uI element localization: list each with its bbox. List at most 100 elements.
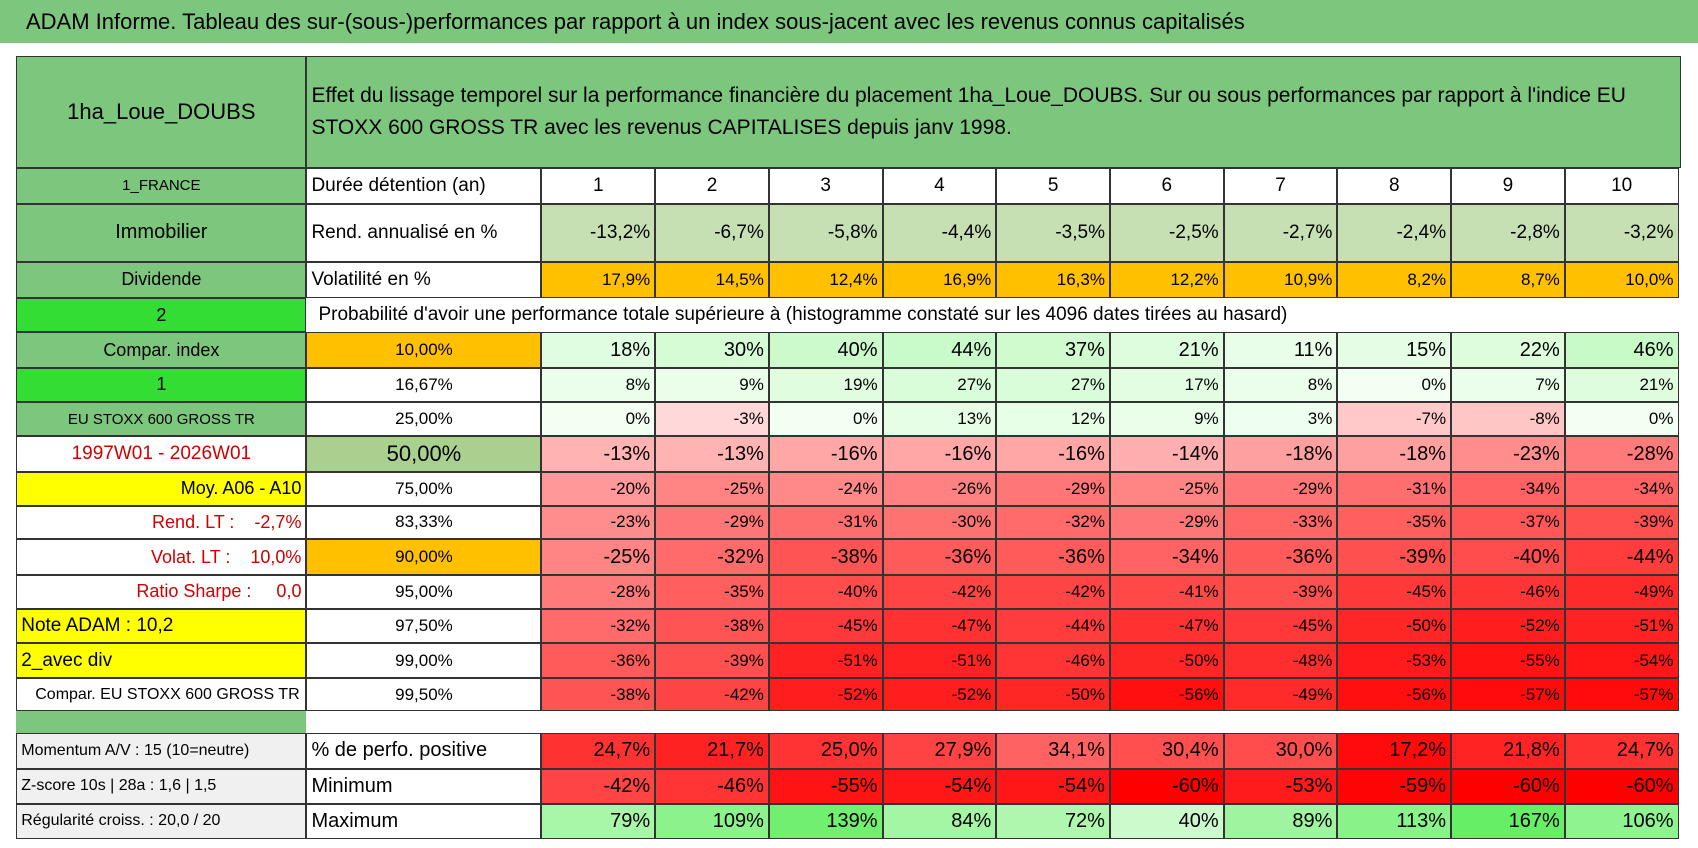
data-cell: -36%: [996, 539, 1110, 576]
data-cell: -35%: [1337, 505, 1452, 540]
data-cell: -35%: [655, 575, 769, 609]
row-head: 10,00%: [306, 332, 542, 369]
data-cell: -46%: [996, 643, 1110, 678]
data-cell: -23%: [1451, 436, 1565, 473]
data-cell: 17,9%: [541, 262, 656, 298]
data-cell: 7: [1223, 167, 1338, 204]
data-cell: -2,8%: [1451, 203, 1565, 263]
data-cell: 25,0%: [768, 733, 883, 769]
data-cell: -44%: [1564, 539, 1679, 576]
data-cell: -34%: [1564, 472, 1679, 506]
data-cell: 30,0%: [1223, 733, 1338, 769]
data-cell: -38%: [655, 608, 769, 644]
data-cell: -60%: [1109, 768, 1224, 804]
data-cell: -3,2%: [1564, 203, 1679, 263]
data-cell: -2,7%: [1223, 203, 1338, 263]
spacer: [16, 711, 307, 734]
data-cell: 1: [541, 167, 656, 204]
title: ADAM Informe. Tableau des sur-(sous-)per…: [0, 0, 1698, 43]
data-cell: 0%: [768, 401, 883, 437]
row-label: Moy. A06 - A10: [16, 472, 307, 506]
data-cell: 27%: [882, 368, 997, 402]
data-cell: 22%: [1451, 332, 1565, 369]
row-label: 1: [16, 368, 307, 402]
data-cell: 84%: [882, 803, 997, 840]
data-cell: -31%: [1337, 472, 1452, 506]
data-cell: 24,7%: [1564, 733, 1679, 769]
data-cell: -39%: [1564, 505, 1679, 540]
data-cell: 8,7%: [1451, 262, 1565, 298]
data-cell: -45%: [1337, 575, 1452, 609]
data-cell: 3%: [1223, 401, 1338, 437]
row-label: Ratio Sharpe : 0,0: [16, 575, 307, 609]
data-cell: 10,0%: [1564, 262, 1679, 298]
row-head: 83,33%: [306, 505, 542, 540]
data-cell: -39%: [655, 643, 769, 678]
data-cell: -44%: [996, 608, 1110, 644]
data-cell: 12,2%: [1109, 262, 1224, 298]
data-cell: -26%: [882, 472, 997, 506]
row-label: EU STOXX 600 GROSS TR: [16, 401, 307, 437]
row-head: 25,00%: [306, 401, 542, 437]
data-cell: 12%: [996, 401, 1110, 437]
data-cell: 13%: [882, 401, 997, 437]
data-cell: -24%: [768, 472, 883, 506]
data-cell: -34%: [1109, 539, 1224, 576]
data-cell: -53%: [1337, 643, 1452, 678]
data-cell: -2,5%: [1109, 203, 1224, 263]
data-cell: 8%: [1223, 368, 1338, 402]
data-cell: -47%: [882, 608, 997, 644]
data-cell: 27%: [996, 368, 1110, 402]
data-cell: 9%: [1109, 401, 1224, 437]
data-cell: 16,9%: [882, 262, 997, 298]
data-cell: 8: [1337, 167, 1452, 204]
data-cell: -8%: [1451, 401, 1565, 437]
data-cell: -42%: [882, 575, 997, 609]
data-cell: -16%: [996, 436, 1110, 473]
data-cell: -51%: [1564, 608, 1679, 644]
row-head: Volatilité en %: [306, 262, 542, 298]
data-cell: -51%: [882, 643, 997, 678]
data-cell: -32%: [655, 539, 769, 576]
data-cell: -55%: [1451, 643, 1565, 678]
data-cell: -46%: [655, 768, 769, 804]
data-cell: 21,7%: [655, 733, 769, 769]
data-cell: 72%: [996, 803, 1110, 840]
data-cell: -32%: [996, 505, 1110, 540]
data-cell: -45%: [1223, 608, 1338, 644]
row-head: 95,00%: [306, 575, 542, 609]
data-cell: 113%: [1337, 803, 1452, 840]
row-label: Compar. EU STOXX 600 GROSS TR: [16, 677, 307, 712]
data-cell: 3: [768, 167, 883, 204]
row-label: 2: [16, 297, 307, 333]
data-cell: -52%: [768, 677, 883, 712]
data-cell: 17%: [1109, 368, 1224, 402]
data-cell: -49%: [1564, 575, 1679, 609]
data-cell: -52%: [1451, 608, 1565, 644]
data-cell: -36%: [541, 643, 656, 678]
data-cell: -52%: [882, 677, 997, 712]
data-cell: 21,8%: [1451, 733, 1565, 769]
row-head: Minimum: [306, 768, 542, 804]
data-cell: -48%: [1223, 643, 1338, 678]
data-cell: -59%: [1337, 768, 1452, 804]
data-cell: -54%: [996, 768, 1110, 804]
data-cell: -42%: [996, 575, 1110, 609]
data-cell: -57%: [1564, 677, 1679, 712]
data-cell: -20%: [541, 472, 656, 506]
data-cell: -53%: [1223, 768, 1338, 804]
row-label: Compar. index: [16, 332, 307, 369]
data-cell: 4: [882, 167, 997, 204]
row-label: Z-score 10s | 28a : 1,6 | 1,5: [16, 768, 307, 804]
data-cell: 139%: [768, 803, 883, 840]
data-cell: -18%: [1223, 436, 1338, 473]
data-cell: -60%: [1451, 768, 1565, 804]
data-cell: -25%: [541, 539, 656, 576]
data-cell: -57%: [1451, 677, 1565, 712]
data-cell: -25%: [655, 472, 769, 506]
data-cell: 24,7%: [541, 733, 656, 769]
data-cell: 106%: [1564, 803, 1679, 840]
data-cell: -14%: [1109, 436, 1224, 473]
data-cell: -46%: [1451, 575, 1565, 609]
row-head: % de perfo. positive: [306, 733, 542, 769]
